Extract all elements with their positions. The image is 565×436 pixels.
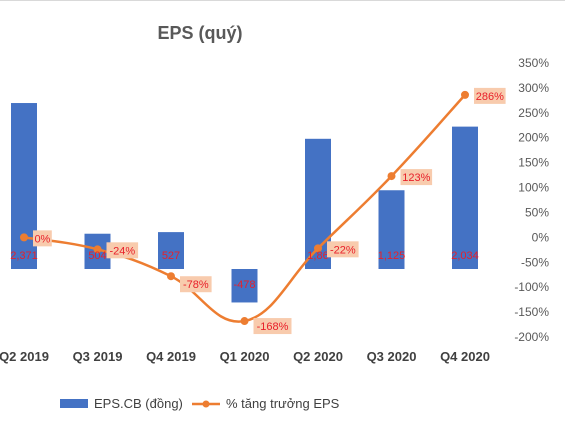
growth-point [167,272,175,281]
y-tick-label: -50% [521,255,549,269]
line-layer [20,90,469,326]
growth-label-box [327,241,359,258]
eps-bar [158,232,184,269]
y-tick-label: 150% [518,156,549,170]
growth-label-box [253,318,292,335]
eps-bar-label: 1,86 [307,250,328,262]
growth-label: -24% [109,245,135,257]
eps-bar-label: 2,034 [451,250,479,262]
legend-line-marker [202,400,210,408]
growth-label: -22% [330,244,356,256]
growth-point [387,172,396,181]
eps-bar-label: 2,371 [10,250,38,262]
growth-point [461,90,469,99]
growth-label-box [400,169,433,186]
growth-point [240,317,249,326]
growth-point [20,233,28,242]
growth-point [314,244,322,253]
category-label: Q3 2020 [367,349,417,364]
category-label: Q2 2020 [293,349,343,364]
category-label: Q4 2019 [146,349,196,364]
legend-bar-swatch [60,399,88,408]
growth-label: -168% [257,321,289,333]
y-tick-label: 0% [532,230,550,244]
growth-label-box [180,276,212,293]
growth-label-box [106,242,139,259]
eps-bar-label: 527 [162,250,180,262]
growth-label-box [474,87,506,104]
category-label: Q4 2020 [440,349,490,364]
y-tick-label: -200% [514,330,549,344]
eps-bar [452,126,478,270]
growth-point [93,245,102,254]
growth-label: 286% [476,91,504,103]
eps-bar [231,269,258,303]
growth-label-box [33,230,52,247]
y-tick-label: 50% [525,205,549,219]
legend: EPS.CB (đồng) % tăng trưởng EPS [60,396,340,411]
y-tick-label: 250% [518,106,549,120]
legend-bar-label: EPS.CB (đồng) [94,396,183,411]
y-tick-label: -100% [514,280,549,294]
category-label: Q2 2019 [0,349,49,364]
labels-layer: 2,371 504 527 -478 1,86 1,125 2,034 0% -24% -78% -… [10,87,506,335]
eps-bar [378,190,405,269]
category-label: Q3 2019 [73,349,123,364]
category-label: Q1 2020 [220,349,270,364]
eps-bar-label: 1,125 [378,250,406,262]
growth-label: 0% [34,233,50,245]
eps-bar-label: 504 [88,250,106,262]
y-tick-label: 300% [518,81,549,95]
eps-bar-label: -478 [233,279,255,291]
y-tick-label: 200% [518,131,549,145]
legend-line-label: % tăng trưởng EPS [226,396,340,411]
right-y-axis: 350% 300% 250% 200% 150% 100% 50% 0% -50% -100% -1… [514,56,549,344]
y-tick-label: -150% [514,305,549,319]
growth-label: -78% [183,279,209,291]
growth-label: 123% [402,172,430,184]
y-tick-label: 350% [518,56,549,70]
y-tick-label: 100% [518,181,549,195]
chart-title: EPS (quý) [157,23,242,43]
x-axis: Q2 2019 Q3 2019 Q4 2019 Q1 2020 Q2 2020 Q3 20… [0,349,490,364]
bars-layer [11,103,478,303]
